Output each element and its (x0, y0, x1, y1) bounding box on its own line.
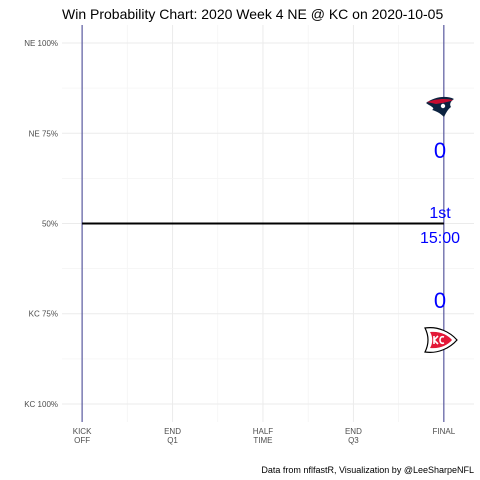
x-tick-label: HALF TIME (253, 427, 274, 445)
patriots-logo (426, 96, 454, 117)
x-tick-label-line: END (164, 427, 181, 436)
x-tick-label-line: Q1 (167, 436, 178, 445)
x-tick-label-line: TIME (253, 436, 272, 445)
x-tick-label-line: FINAL (433, 427, 456, 436)
top-team-score: 0 (434, 138, 446, 163)
patriots-logo-star (440, 103, 446, 109)
x-tick-label-line: HALF (253, 427, 274, 436)
chart-caption: Data from nflfastR, Visualization by @Le… (261, 465, 474, 475)
x-tick-label: FINAL (433, 427, 456, 436)
game-clock: 15:00 (420, 230, 460, 247)
bottom-team-score: 0 (434, 288, 446, 313)
game-quarter: 1st (429, 205, 451, 222)
y-tick-label: KC 100% (24, 400, 58, 409)
x-tick-label: KICK OFF (73, 427, 92, 445)
chart-title: Win Probability Chart: 2020 Week 4 NE @ … (62, 6, 443, 22)
x-tick-label-line: KICK (73, 427, 92, 436)
y-tick-label: 50% (42, 220, 58, 229)
y-axis-ticks: NE 100% NE 75% 50% KC 75% KC 100% (24, 39, 58, 409)
x-tick-label: END Q1 (164, 427, 181, 445)
x-tick-label-line: Q3 (348, 436, 359, 445)
chiefs-logo (424, 327, 458, 353)
patriots-logo-stripe (427, 98, 453, 104)
chiefs-logo-letters (433, 335, 445, 345)
y-tick-label: KC 75% (29, 310, 58, 319)
y-tick-label: NE 75% (29, 129, 58, 138)
chiefs-logo-inner (430, 331, 452, 349)
x-tick-label-line: END (345, 427, 362, 436)
x-tick-label: END Q3 (345, 427, 362, 445)
y-tick-label: NE 100% (24, 39, 58, 48)
x-tick-label-line: OFF (74, 436, 90, 445)
